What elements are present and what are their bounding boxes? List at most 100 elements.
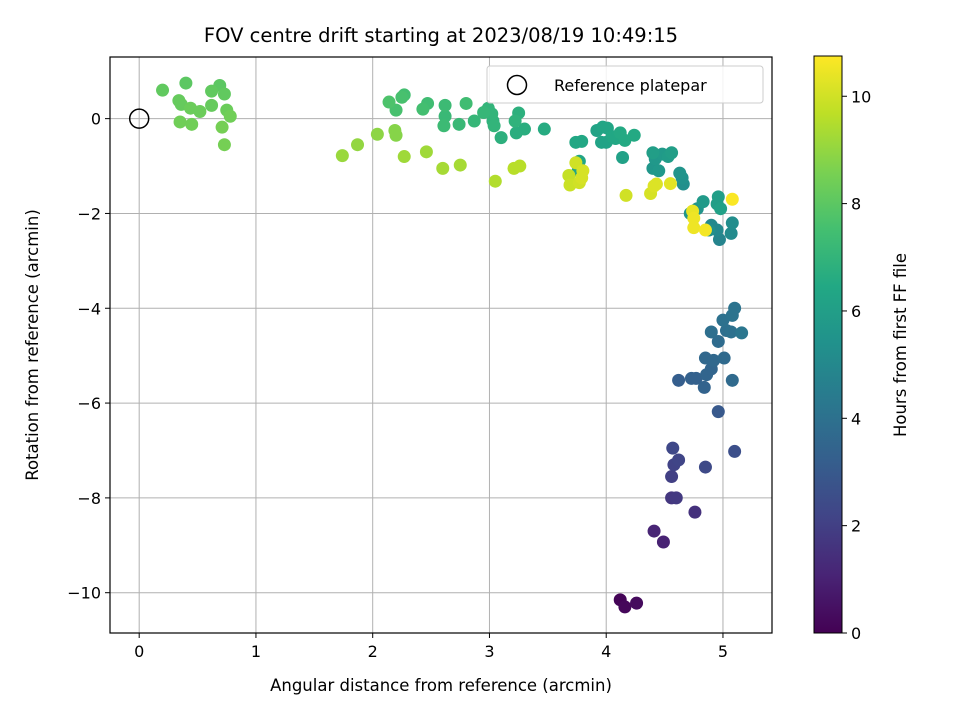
legend: Reference platepar <box>486 65 764 104</box>
data-point <box>707 353 721 367</box>
data-point <box>697 380 711 394</box>
data-point <box>215 120 229 134</box>
x-tick-label: 1 <box>251 642 261 661</box>
data-point <box>647 524 661 538</box>
x-tick-label: 4 <box>601 642 611 661</box>
plot-frame <box>109 56 773 634</box>
data-point <box>416 102 430 116</box>
colorbar-tick-label: 10 <box>851 87 871 106</box>
data-point <box>735 326 749 340</box>
y-tick-label: 0 <box>91 110 101 129</box>
data-point <box>688 505 702 519</box>
data-point <box>672 373 686 387</box>
data-point <box>717 351 731 365</box>
data-point <box>173 115 187 129</box>
data-point <box>616 151 630 165</box>
data-point <box>397 150 411 164</box>
legend-label-reference: Reference platepar <box>554 76 707 95</box>
data-point <box>477 105 491 119</box>
data-point <box>725 373 739 387</box>
data-point <box>569 135 583 149</box>
colorbar-label: Hours from first FF file <box>891 253 910 437</box>
data-point <box>508 114 522 128</box>
data-point <box>370 127 384 141</box>
data-point <box>459 96 473 110</box>
data-point <box>669 491 683 505</box>
data-point <box>728 301 742 315</box>
y-tick-label: −2 <box>77 204 101 223</box>
data-point <box>351 138 365 152</box>
data-point <box>724 325 738 339</box>
data-point <box>687 221 701 235</box>
data-point <box>649 177 663 191</box>
data-point <box>728 444 742 458</box>
data-point <box>696 195 710 209</box>
data-point <box>509 126 523 140</box>
data-point <box>698 223 712 237</box>
reference-platepar-marker <box>128 108 150 129</box>
data-point <box>438 109 452 123</box>
data-point <box>663 177 677 191</box>
data-point <box>673 166 687 180</box>
data-point <box>217 138 231 152</box>
legend-marker-reference <box>506 74 528 96</box>
colorbar-tick-label: 0 <box>851 624 861 643</box>
data-point <box>419 145 433 159</box>
data-point <box>666 441 680 455</box>
colorbar-ticks: 0 2 4 6 8 10 <box>842 87 871 643</box>
colorbar-tick-label: 8 <box>851 195 861 214</box>
data-point <box>576 164 590 178</box>
data-point <box>627 128 641 142</box>
data-point <box>714 202 728 216</box>
data-point <box>395 90 409 104</box>
y-tick-label: −6 <box>77 394 101 413</box>
data-point <box>193 105 207 119</box>
data-point <box>335 149 349 163</box>
data-point <box>618 600 632 614</box>
grid-lines <box>110 57 772 633</box>
data-point <box>689 371 703 385</box>
data-point <box>711 334 725 348</box>
data-point <box>438 98 452 112</box>
y-tick-label: −10 <box>67 584 101 603</box>
x-tick-label: 0 <box>134 642 144 661</box>
data-point <box>652 164 666 178</box>
data-point <box>452 117 466 131</box>
data-point <box>488 174 502 188</box>
data-point <box>487 119 501 133</box>
colorbar: 0 2 4 6 8 10 Hours from first FF file <box>813 55 910 643</box>
data-point <box>179 76 193 90</box>
chart-title: FOV centre drift starting at 2023/08/19 … <box>204 24 678 47</box>
x-tick-label: 5 <box>718 642 728 661</box>
data-point <box>205 98 219 112</box>
data-point <box>619 188 633 202</box>
y-axis-ticks: 0 −2 −4 −6 −8 −10 <box>67 110 110 603</box>
colorbar-tick-label: 4 <box>851 409 861 428</box>
data-point <box>389 128 403 142</box>
colorbar-gradient <box>813 55 843 634</box>
data-point <box>494 131 508 145</box>
data-point <box>656 535 670 549</box>
data-point <box>467 114 481 128</box>
data-point <box>185 117 199 131</box>
y-tick-label: −8 <box>77 489 101 508</box>
data-point <box>223 109 237 123</box>
data-point <box>665 146 679 160</box>
y-tick-label: −4 <box>77 299 101 318</box>
data-point <box>437 119 451 133</box>
data-point <box>724 226 738 240</box>
data-point <box>672 453 686 467</box>
data-point <box>436 161 450 175</box>
data-point <box>704 325 718 339</box>
x-axis-label: Angular distance from reference (arcmin) <box>270 676 612 695</box>
legend-box <box>486 65 764 104</box>
data-points <box>128 76 749 614</box>
data-point <box>725 216 739 230</box>
data-point <box>698 460 712 474</box>
data-point <box>156 83 170 97</box>
data-point <box>562 169 576 183</box>
x-tick-label: 3 <box>484 642 494 661</box>
data-point <box>687 211 701 225</box>
data-point <box>665 470 679 484</box>
